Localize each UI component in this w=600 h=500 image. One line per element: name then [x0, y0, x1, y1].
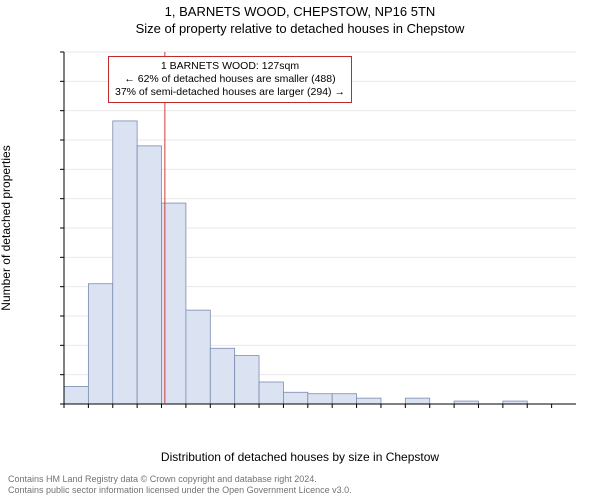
- histogram-bar: [332, 394, 356, 404]
- histogram-bar: [186, 310, 210, 404]
- title-line-2: Size of property relative to detached ho…: [0, 21, 600, 36]
- footer-line-2: Contains public sector information licen…: [8, 485, 352, 496]
- histogram-bar: [357, 398, 381, 404]
- title-line-1: 1, BARNETS WOOD, CHEPSTOW, NP16 5TN: [0, 4, 600, 19]
- reference-callout: 1 BARNETS WOOD: 127sqm ← 62% of detached…: [108, 56, 352, 103]
- chart-root: 1, BARNETS WOOD, CHEPSTOW, NP16 5TN Size…: [0, 0, 600, 500]
- histogram-bar: [308, 394, 332, 404]
- histogram-bar: [210, 348, 234, 404]
- callout-line-1: 1 BARNETS WOOD: 127sqm: [115, 60, 345, 73]
- histogram-bar: [113, 121, 137, 404]
- x-axis-label: Distribution of detached houses by size …: [0, 450, 600, 464]
- y-axis-label: Number of detached properties: [0, 145, 13, 310]
- histogram-bar: [283, 392, 307, 404]
- histogram-bar: [137, 146, 161, 404]
- title-block: 1, BARNETS WOOD, CHEPSTOW, NP16 5TN Size…: [0, 4, 600, 36]
- histogram-bar: [235, 356, 259, 404]
- histogram-bar: [405, 398, 429, 404]
- footer-line-1: Contains HM Land Registry data © Crown c…: [8, 474, 352, 485]
- callout-line-2: ← 62% of detached houses are smaller (48…: [115, 73, 345, 86]
- footer: Contains HM Land Registry data © Crown c…: [8, 474, 352, 497]
- callout-line-3: 37% of semi-detached houses are larger (…: [115, 86, 345, 99]
- histogram-bar: [64, 386, 88, 404]
- histogram-bar: [259, 382, 283, 404]
- histogram-bar: [88, 284, 112, 404]
